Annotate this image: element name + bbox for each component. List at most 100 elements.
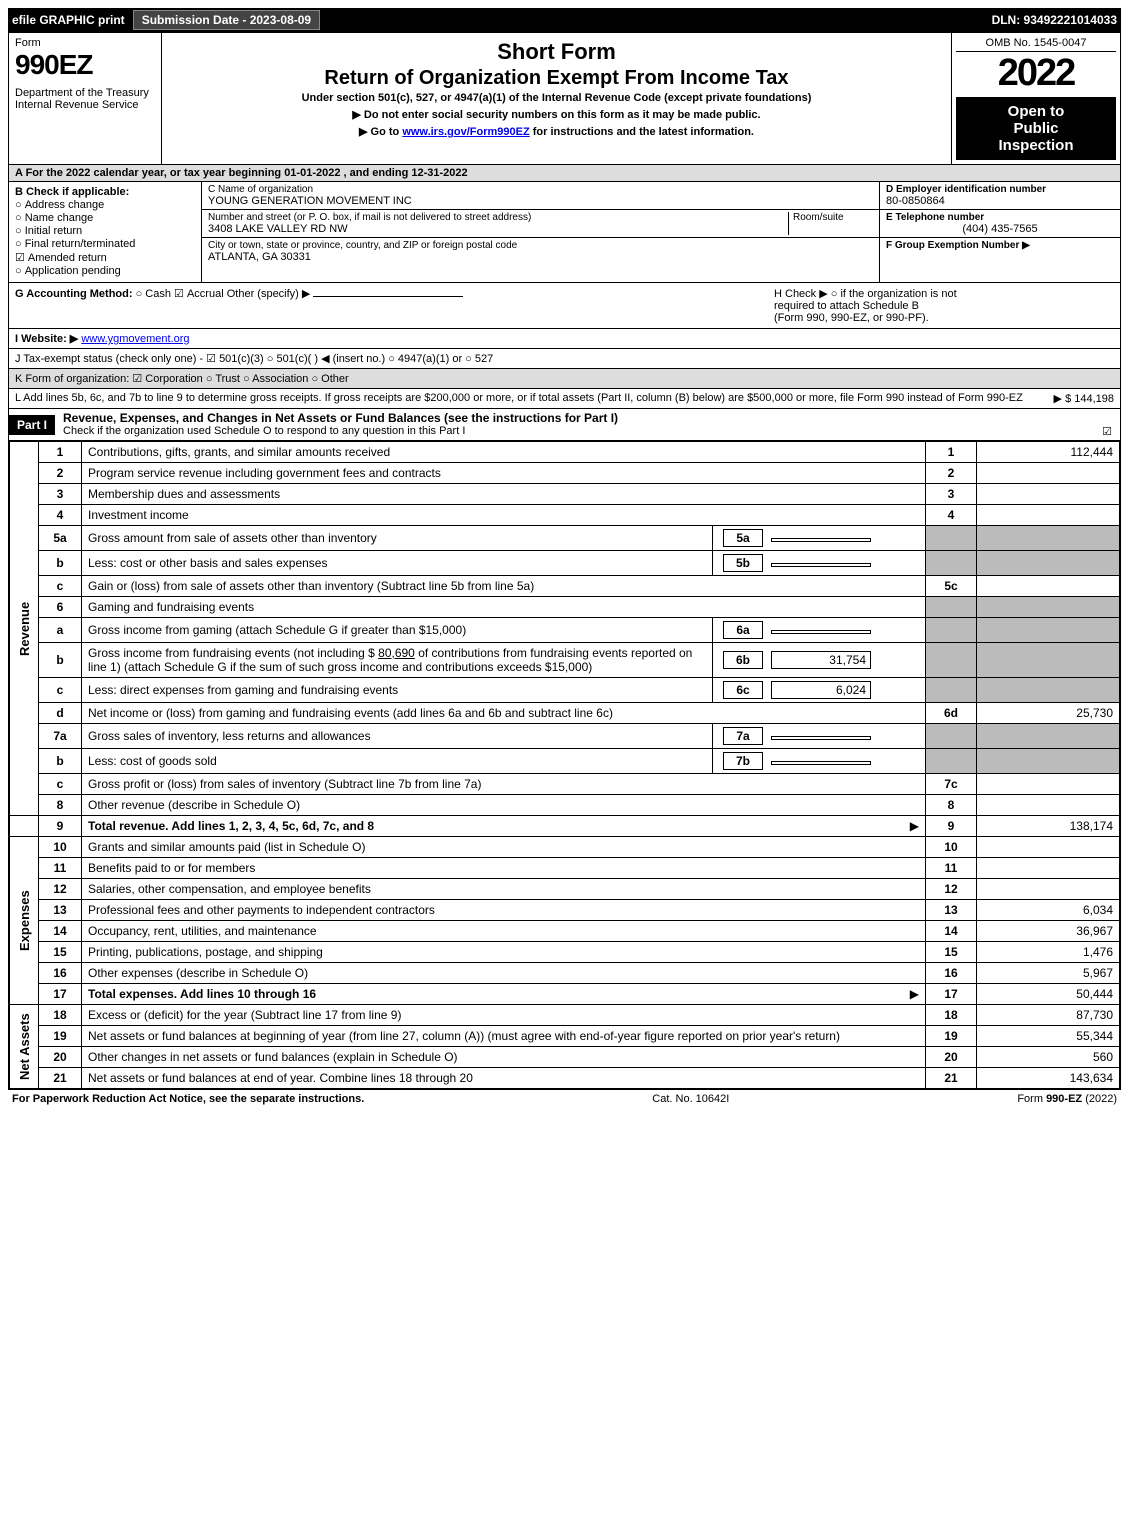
ln19-no: 19 [39,1026,82,1047]
col-b-checkboxes: B Check if applicable: ○ Address change … [9,182,202,282]
ln15-num: 15 [926,942,977,963]
ln2-no: 2 [39,463,82,484]
ln20-num: 20 [926,1047,977,1068]
ln6a-no: a [39,618,82,643]
ln2-desc: Program service revenue including govern… [88,466,441,480]
b-title: B Check if applicable: [15,186,195,198]
bullet2-pre: ▶ Go to [359,126,402,138]
c-city-label: City or town, state or province, country… [208,240,873,251]
ln6c-desc: Less: direct expenses from gaming and fu… [88,683,398,697]
ln5c-no: c [39,576,82,597]
footer-left: For Paperwork Reduction Act Notice, see … [12,1093,364,1105]
ln7a-valshade [977,724,1120,749]
ln4-no: 4 [39,505,82,526]
d-label: D Employer identification number [886,184,1114,195]
ln9-val: 138,174 [977,816,1120,837]
row-l: L Add lines 5b, 6c, and 7b to line 9 to … [9,389,1120,409]
ln14-num: 14 [926,921,977,942]
ln12-desc: Salaries, other compensation, and employ… [88,882,371,896]
footer-right: Form 990-EZ (2022) [1017,1093,1117,1105]
ln6c-no: c [39,678,82,703]
c-street-label: Number and street (or P. O. box, if mail… [208,212,784,223]
ein-value: 80-0850864 [886,195,1114,207]
ln6d-no: d [39,703,82,724]
chk-name-change[interactable]: ○ Name change [15,212,195,224]
ln6b-desc-pre: Gross income from fundraising events (no… [88,646,378,660]
ln18-no: 18 [39,1005,82,1026]
part1-check-text: Check if the organization used Schedule … [63,425,465,438]
ln15-val: 1,476 [977,942,1120,963]
side-netassets: Net Assets [10,1005,39,1089]
ln19-desc: Net assets or fund balances at beginning… [88,1029,840,1043]
ln6a-box: 6a [723,621,763,639]
ln6b-shade [926,643,977,678]
ln5a-valshade [977,526,1120,551]
e-label: E Telephone number [886,212,1114,223]
ln13-val: 6,034 [977,900,1120,921]
ln13-desc: Professional fees and other payments to … [88,903,435,917]
ln8-desc: Other revenue (describe in Schedule O) [88,798,300,812]
ln7b-shade [926,749,977,774]
ln16-no: 16 [39,963,82,984]
ln5c-num: 5c [926,576,977,597]
ln14-no: 14 [39,921,82,942]
ln16-val: 5,967 [977,963,1120,984]
ln5c-val [977,576,1120,597]
ln7b-valshade [977,749,1120,774]
g-cash[interactable]: Cash [145,288,171,300]
tax-year: 2022 [956,52,1116,95]
dept-label: Department of the Treasury [15,87,155,99]
ln20-no: 20 [39,1047,82,1068]
subtitle: Under section 501(c), 527, or 4947(a)(1)… [168,92,945,104]
ln12-val [977,879,1120,900]
main-title: Return of Organization Exempt From Incom… [168,67,945,90]
ln6a-boxval [771,630,871,634]
ln5b-no: b [39,551,82,576]
g-other[interactable]: Other (specify) ▶ [227,288,311,300]
form990ez-link[interactable]: www.irs.gov/Form990EZ [402,126,529,138]
ln3-num: 3 [926,484,977,505]
col-def: D Employer identification number 80-0850… [880,182,1120,282]
ln7b-boxval [771,761,871,765]
ln11-no: 11 [39,858,82,879]
ln10-no: 10 [39,837,82,858]
ln18-val: 87,730 [977,1005,1120,1026]
ln4-val [977,505,1120,526]
chk-address-change[interactable]: ○ Address change [15,199,195,211]
ln12-no: 12 [39,879,82,900]
row-a: A For the 2022 calendar year, or tax yea… [9,165,1120,182]
ln12-num: 12 [926,879,977,900]
g-accrual[interactable]: Accrual [187,288,224,300]
ln3-desc: Membership dues and assessments [88,487,280,501]
row-j: J Tax-exempt status (check only one) - ☑… [9,349,1120,369]
chk-final-return[interactable]: ○ Final return/terminated [15,238,195,250]
ln17-no: 17 [39,984,82,1005]
side-revenue: Revenue [10,442,39,816]
ln6a-valshade [977,618,1120,643]
ln3-val [977,484,1120,505]
ln10-val [977,837,1120,858]
ln1-no: 1 [39,442,82,463]
header-mid: Short Form Return of Organization Exempt… [162,33,952,164]
submission-date-badge: Submission Date - 2023-08-09 [133,10,320,30]
l-amount: ▶ $ 144,198 [1046,392,1114,405]
ln10-desc: Grants and similar amounts paid (list in… [88,840,365,854]
ln13-no: 13 [39,900,82,921]
chk-amended-return[interactable]: ☑ Amended return [15,251,195,264]
ln6c-box: 6c [723,681,763,699]
ln4-desc: Investment income [88,508,189,522]
ln4-num: 4 [926,505,977,526]
ln5b-shade [926,551,977,576]
ln7a-no: 7a [39,724,82,749]
ln7a-shade [926,724,977,749]
ln21-num: 21 [926,1068,977,1089]
h-line2: required to attach Schedule B [774,300,1114,312]
ln21-val: 143,634 [977,1068,1120,1089]
website-link[interactable]: www.ygmovement.org [81,333,189,345]
ln17-arrow: ▶ [910,987,919,1001]
bullet-2: ▶ Go to www.irs.gov/Form990EZ for instru… [168,125,945,138]
header-right: OMB No. 1545-0047 2022 Open to Public In… [952,33,1120,164]
row-gh: G Accounting Method: ○ Cash ☑ Accrual Ot… [9,283,1120,329]
chk-application-pending[interactable]: ○ Application pending [15,265,195,277]
chk-initial-return[interactable]: ○ Initial return [15,225,195,237]
